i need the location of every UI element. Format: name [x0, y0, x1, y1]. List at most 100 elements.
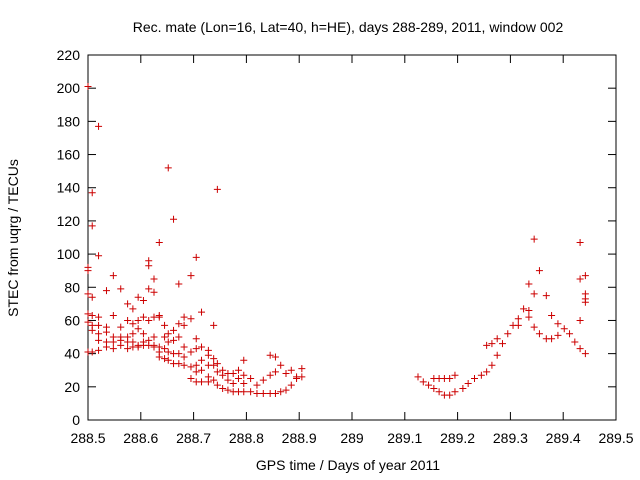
data-point: [213, 381, 221, 389]
data-point: [175, 333, 183, 341]
data-point: [240, 388, 248, 396]
data-point: [84, 290, 92, 298]
data-point: [204, 378, 212, 386]
data-point: [180, 313, 188, 321]
x-tick-label: 289.3: [493, 430, 528, 446]
data-point: [145, 285, 153, 293]
data-point: [210, 376, 218, 384]
plot-border: [87, 54, 617, 421]
data-point: [451, 371, 459, 379]
data-point: [493, 335, 501, 343]
y-axis-label: STEC from uqrg / TECUs: [5, 159, 21, 317]
data-point: [180, 321, 188, 329]
y-axis-ticks: 0 20 40 60 80 100 120 140 160 180 200 220: [57, 47, 616, 428]
data-point: [530, 235, 538, 243]
data-point: [477, 371, 485, 379]
data-point: [180, 361, 188, 369]
data-point: [483, 341, 491, 349]
x-tick-label: 288.5: [70, 430, 105, 446]
data-point: [150, 288, 158, 296]
data-point: [187, 363, 195, 371]
data-point: [187, 272, 195, 280]
data-point: [88, 189, 96, 197]
data-point: [145, 262, 153, 270]
data-point: [164, 164, 172, 172]
data-point: [240, 356, 248, 364]
y-tick-label: 140: [57, 180, 81, 196]
data-point: [198, 343, 206, 351]
data-point: [88, 326, 96, 334]
data-point: [293, 375, 301, 383]
data-point: [253, 381, 261, 389]
data-point: [155, 238, 163, 246]
data-point: [161, 345, 169, 353]
x-axis-label: GPS time / Days of year 2011: [256, 457, 440, 473]
data-point: [134, 316, 142, 324]
data-point: [525, 313, 533, 321]
data-point: [287, 366, 295, 374]
y-tick-label: 80: [64, 279, 80, 295]
data-point: [88, 311, 96, 319]
chart-title: Rec. mate (Lon=16, Lat=40, h=HE), days 2…: [133, 19, 564, 35]
data-point: [229, 380, 237, 387]
y-tick-label: 60: [64, 312, 80, 328]
data-point: [95, 321, 103, 329]
data-point: [187, 375, 195, 383]
data-point: [180, 343, 188, 351]
data-point: [164, 338, 172, 346]
data-point: [139, 313, 147, 321]
data-point: [139, 297, 147, 305]
data-point: [175, 350, 183, 358]
data-point: [95, 252, 103, 260]
data-point: [170, 326, 178, 334]
data-point: [488, 361, 496, 369]
data-point: [213, 368, 221, 376]
y-tick-label: 160: [57, 147, 81, 163]
data-point: [219, 384, 227, 392]
data-point: [192, 361, 200, 369]
data-point: [548, 311, 556, 319]
data-point: [542, 292, 550, 300]
y-tick-label: 40: [64, 346, 80, 362]
data-point: [88, 293, 96, 301]
data-point: [175, 320, 183, 328]
data-point: [95, 313, 103, 321]
data-point: [525, 307, 533, 314]
data-point: [282, 386, 290, 394]
data-point: [520, 305, 528, 313]
data-point: [109, 272, 117, 280]
data-point: [425, 381, 433, 389]
data-point: [129, 320, 137, 328]
data-point: [576, 316, 584, 324]
data-point: [266, 371, 274, 379]
data-point: [234, 375, 242, 383]
data-point: [117, 323, 125, 331]
data-point: [446, 375, 454, 383]
data-point: [134, 343, 142, 351]
data-point: [84, 267, 92, 275]
data-points: [84, 83, 589, 399]
y-tick-label: 100: [57, 246, 81, 262]
data-point: [88, 348, 96, 356]
data-point: [271, 353, 279, 361]
data-point: [247, 375, 255, 383]
data-point: [192, 345, 200, 353]
data-point: [84, 310, 92, 318]
data-point: [102, 343, 110, 351]
data-point: [170, 215, 178, 223]
data-point: [470, 375, 478, 383]
data-point: [498, 340, 506, 348]
data-point: [266, 351, 274, 359]
y-tick-label: 200: [57, 80, 81, 96]
data-point: [493, 351, 501, 359]
data-point: [164, 356, 172, 364]
data-point: [530, 290, 538, 298]
data-point: [175, 280, 183, 288]
x-tick-label: 289: [340, 430, 364, 446]
data-point: [129, 305, 137, 313]
x-tick-label: 288.7: [176, 430, 211, 446]
data-point: [192, 253, 200, 261]
data-point: [192, 368, 200, 376]
data-point: [576, 345, 584, 353]
